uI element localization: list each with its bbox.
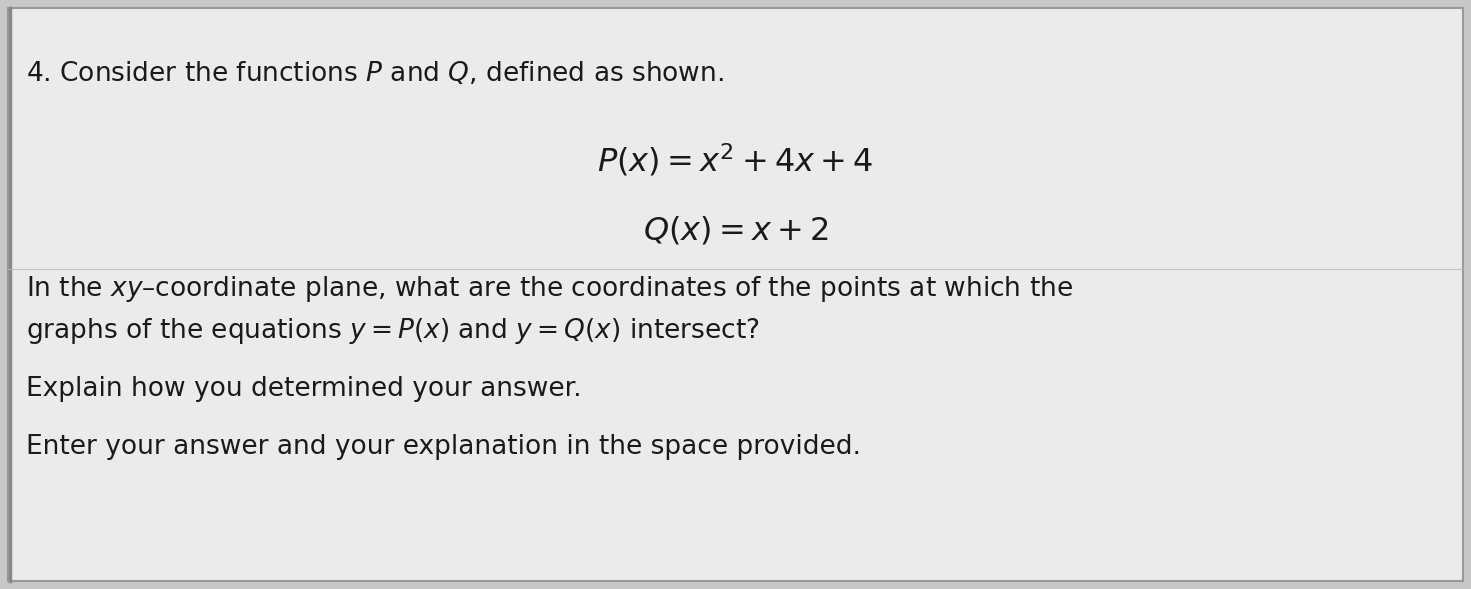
Text: $Q(x) = x + 2$: $Q(x) = x + 2$ <box>643 214 828 246</box>
FancyBboxPatch shape <box>7 8 1464 581</box>
Text: $P(x) = x^{2} + 4x + 4$: $P(x) = x^{2} + 4x + 4$ <box>597 142 874 178</box>
Text: Explain how you determined your answer.: Explain how you determined your answer. <box>26 376 581 402</box>
Text: Enter your answer and your explanation in the space provided.: Enter your answer and your explanation i… <box>26 434 861 460</box>
Text: In the $xy$–coordinate plane, what are the coordinates of the points at which th: In the $xy$–coordinate plane, what are t… <box>26 274 1072 304</box>
Text: graphs of the equations $y = P(x)$ and $y = Q(x)$ intersect?: graphs of the equations $y = P(x)$ and $… <box>26 316 759 346</box>
Text: 4. Consider the functions $P$ and $Q$, defined as shown.: 4. Consider the functions $P$ and $Q$, d… <box>26 60 724 87</box>
